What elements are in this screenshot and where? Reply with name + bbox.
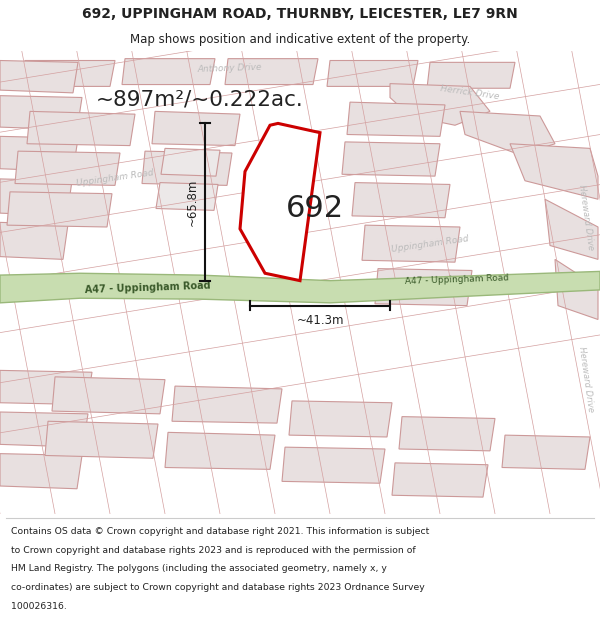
- Text: Map shows position and indicative extent of the property.: Map shows position and indicative extent…: [130, 34, 470, 46]
- Polygon shape: [0, 412, 88, 447]
- Text: Hereward Drive: Hereward Drive: [577, 184, 595, 251]
- Polygon shape: [352, 182, 450, 218]
- Polygon shape: [0, 271, 600, 303]
- Text: ~65.8m: ~65.8m: [185, 178, 199, 226]
- Polygon shape: [225, 59, 318, 84]
- Text: to Crown copyright and database rights 2023 and is reproduced with the permissio: to Crown copyright and database rights 2…: [11, 546, 415, 555]
- Polygon shape: [0, 61, 78, 93]
- Polygon shape: [289, 401, 392, 437]
- Text: ~41.3m: ~41.3m: [296, 314, 344, 327]
- Text: 100026316.: 100026316.: [11, 602, 67, 611]
- Polygon shape: [152, 111, 240, 146]
- Polygon shape: [240, 123, 320, 281]
- Polygon shape: [390, 84, 490, 125]
- Polygon shape: [52, 377, 165, 414]
- Polygon shape: [27, 111, 135, 146]
- Polygon shape: [460, 111, 555, 155]
- Text: Herrick Drive: Herrick Drive: [440, 84, 500, 101]
- Text: Uppingham Road: Uppingham Road: [76, 168, 154, 188]
- Text: ~897m²/~0.222ac.: ~897m²/~0.222ac.: [96, 89, 304, 109]
- Polygon shape: [0, 136, 78, 171]
- Polygon shape: [0, 454, 82, 489]
- Polygon shape: [375, 269, 472, 306]
- Polygon shape: [45, 421, 158, 458]
- Polygon shape: [0, 96, 82, 130]
- Polygon shape: [22, 61, 115, 86]
- Polygon shape: [0, 371, 92, 404]
- Text: A47 - Uppingham Road: A47 - Uppingham Road: [405, 273, 509, 286]
- Polygon shape: [502, 435, 590, 469]
- Text: A47 - Uppingham Road: A47 - Uppingham Road: [85, 281, 211, 295]
- Polygon shape: [156, 182, 218, 211]
- Text: Contains OS data © Crown copyright and database right 2021. This information is : Contains OS data © Crown copyright and d…: [11, 527, 429, 536]
- Text: 692: 692: [286, 194, 344, 223]
- Text: Anthony Drive: Anthony Drive: [197, 62, 262, 74]
- Text: Uppingham Road: Uppingham Road: [391, 234, 469, 254]
- Polygon shape: [347, 102, 445, 136]
- Polygon shape: [7, 192, 112, 227]
- Polygon shape: [545, 199, 598, 259]
- Polygon shape: [15, 151, 120, 186]
- Polygon shape: [342, 142, 440, 176]
- Polygon shape: [122, 59, 215, 84]
- Polygon shape: [555, 259, 598, 319]
- Polygon shape: [510, 144, 598, 199]
- Text: 692, UPPINGHAM ROAD, THURNBY, LEICESTER, LE7 9RN: 692, UPPINGHAM ROAD, THURNBY, LEICESTER,…: [82, 8, 518, 21]
- Polygon shape: [142, 151, 232, 186]
- Polygon shape: [282, 447, 385, 483]
- Polygon shape: [399, 417, 495, 451]
- Text: co-ordinates) are subject to Crown copyright and database rights 2023 Ordnance S: co-ordinates) are subject to Crown copyr…: [11, 583, 425, 592]
- Polygon shape: [161, 148, 220, 176]
- Polygon shape: [165, 432, 275, 469]
- Polygon shape: [392, 463, 488, 497]
- Polygon shape: [0, 222, 68, 259]
- Text: Hereward Drive: Hereward Drive: [577, 346, 595, 413]
- Text: HM Land Registry. The polygons (including the associated geometry, namely x, y: HM Land Registry. The polygons (includin…: [11, 564, 386, 574]
- Polygon shape: [327, 61, 418, 86]
- Polygon shape: [0, 179, 72, 216]
- Polygon shape: [172, 386, 282, 423]
- Polygon shape: [362, 225, 460, 262]
- Polygon shape: [427, 62, 515, 88]
